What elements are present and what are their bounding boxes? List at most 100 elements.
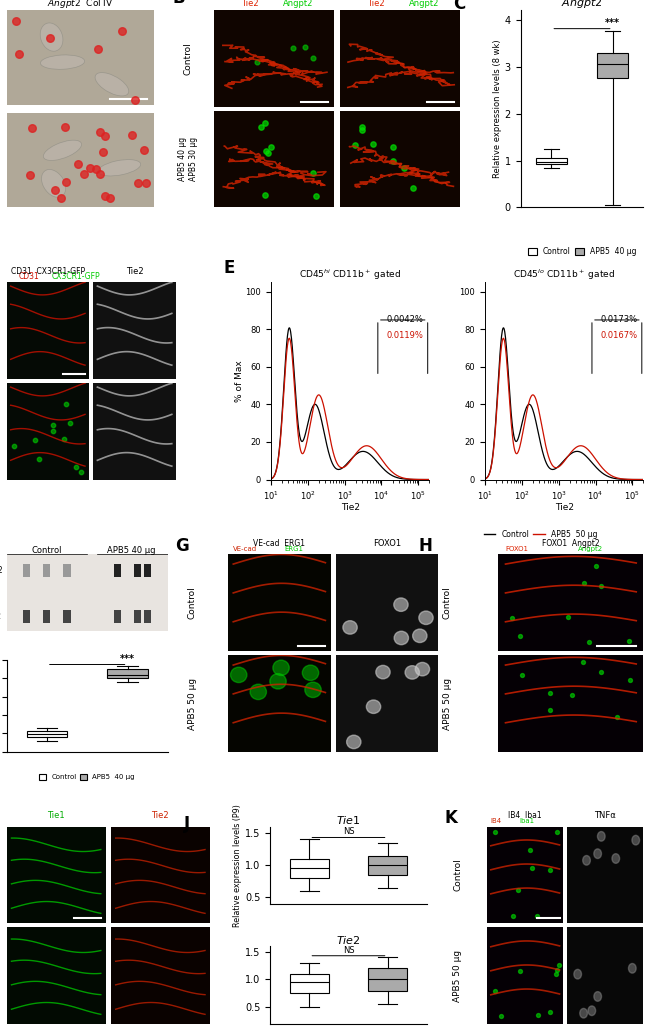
Text: 0.0119%: 0.0119% (387, 331, 423, 339)
Point (60, 119, 70, 135)
Point (514, 963, 525, 979)
Point (11, 12, 21, 29)
Point (567, 687, 578, 703)
Y-axis label: Relative expression levels (P9): Relative expression levels (P9) (233, 803, 242, 926)
Point (517, 667, 527, 683)
Point (596, 664, 606, 680)
Circle shape (629, 964, 636, 973)
Title: $\it{Tie1}$: $\it{Tie1}$ (336, 814, 361, 826)
Ellipse shape (44, 141, 81, 160)
Text: ERG1: ERG1 (285, 546, 304, 551)
Bar (144, 564, 151, 577)
Circle shape (419, 611, 433, 625)
Bar (23, 610, 30, 624)
PathPatch shape (27, 731, 67, 736)
Point (496, 1008, 506, 1025)
Circle shape (376, 665, 390, 679)
Point (545, 685, 555, 701)
Point (545, 862, 555, 879)
Point (611, 708, 621, 725)
Point (95, 165, 105, 182)
Text: IP: pTie2: IP: pTie2 (0, 567, 3, 575)
Point (515, 628, 525, 644)
Title: $\it{Angpt2}$: $\it{Angpt2}$ (561, 0, 603, 10)
Point (584, 634, 594, 650)
Ellipse shape (42, 170, 66, 197)
Point (60, 395, 71, 412)
Text: Iba1: Iba1 (519, 818, 534, 824)
Title: 4 wk: 4 wk (390, 0, 411, 1)
PathPatch shape (107, 669, 148, 678)
Circle shape (580, 1008, 588, 1018)
X-axis label: Tie2: Tie2 (341, 504, 359, 512)
Point (527, 860, 538, 877)
Point (525, 842, 535, 858)
Point (127, 126, 137, 143)
Point (552, 963, 562, 979)
Point (50, 182, 60, 199)
Point (30, 431, 40, 448)
Bar (134, 564, 141, 577)
Title: Tie2: Tie2 (151, 812, 169, 820)
PathPatch shape (597, 53, 628, 79)
Text: Control: Control (188, 586, 197, 619)
Bar (134, 610, 141, 624)
Point (311, 187, 321, 204)
Circle shape (415, 663, 430, 676)
Point (252, 54, 262, 70)
Ellipse shape (40, 23, 63, 52)
Point (357, 118, 367, 134)
Text: Control: Control (32, 546, 62, 554)
Circle shape (594, 849, 601, 858)
Point (44, 30, 55, 47)
Point (578, 655, 588, 671)
Point (288, 39, 298, 56)
Point (25, 168, 36, 184)
Point (308, 51, 318, 67)
Title: IB4  Iba1: IB4 Iba1 (508, 812, 542, 820)
Point (562, 608, 573, 625)
Text: Tie2: Tie2 (0, 612, 3, 621)
Point (141, 175, 151, 191)
Point (260, 115, 270, 131)
Circle shape (302, 665, 318, 680)
Text: E: E (223, 258, 235, 277)
Y-axis label: Relative expression levels (8 wk): Relative expression levels (8 wk) (493, 39, 502, 178)
Title: CD31  CX3CR1-GFP: CD31 CX3CR1-GFP (11, 267, 85, 276)
Title: P5: P5 (268, 0, 280, 1)
Text: Angpt2: Angpt2 (283, 0, 313, 7)
Point (596, 578, 606, 595)
Circle shape (612, 854, 619, 863)
Point (533, 1006, 543, 1023)
Circle shape (588, 1006, 595, 1015)
Text: Angpt2: Angpt2 (409, 0, 439, 7)
Title: TNFα: TNFα (595, 812, 616, 820)
Text: Angpt2: Angpt2 (578, 546, 603, 551)
Point (266, 139, 277, 155)
Text: Tie2: Tie2 (242, 0, 259, 7)
Text: Control: Control (454, 858, 463, 891)
Title: CD45$^{lo}$ CD11b$^+$ gated: CD45$^{lo}$ CD11b$^+$ gated (514, 268, 615, 282)
Text: J: J (184, 815, 190, 833)
PathPatch shape (536, 158, 567, 164)
Point (508, 907, 518, 923)
Circle shape (367, 700, 381, 713)
Point (100, 127, 110, 144)
Title: $\it{Angpt2}$  Col IV: $\it{Angpt2}$ Col IV (47, 0, 114, 10)
Title: VE-cad  ERG1: VE-cad ERG1 (254, 539, 306, 548)
Point (579, 574, 590, 590)
Circle shape (250, 685, 266, 700)
Point (308, 164, 318, 181)
Circle shape (582, 855, 590, 865)
Point (263, 145, 273, 161)
Text: CD31: CD31 (19, 272, 40, 280)
Circle shape (394, 631, 408, 644)
Text: ***: *** (605, 18, 620, 28)
Title: FOXO1  Angpt2: FOXO1 Angpt2 (542, 539, 600, 548)
X-axis label: Tie2: Tie2 (554, 504, 574, 512)
Circle shape (394, 598, 408, 611)
Point (133, 175, 143, 191)
Title: $\it{Tie2}$: $\it{Tie2}$ (336, 934, 361, 945)
Point (551, 966, 561, 982)
Circle shape (231, 667, 247, 682)
